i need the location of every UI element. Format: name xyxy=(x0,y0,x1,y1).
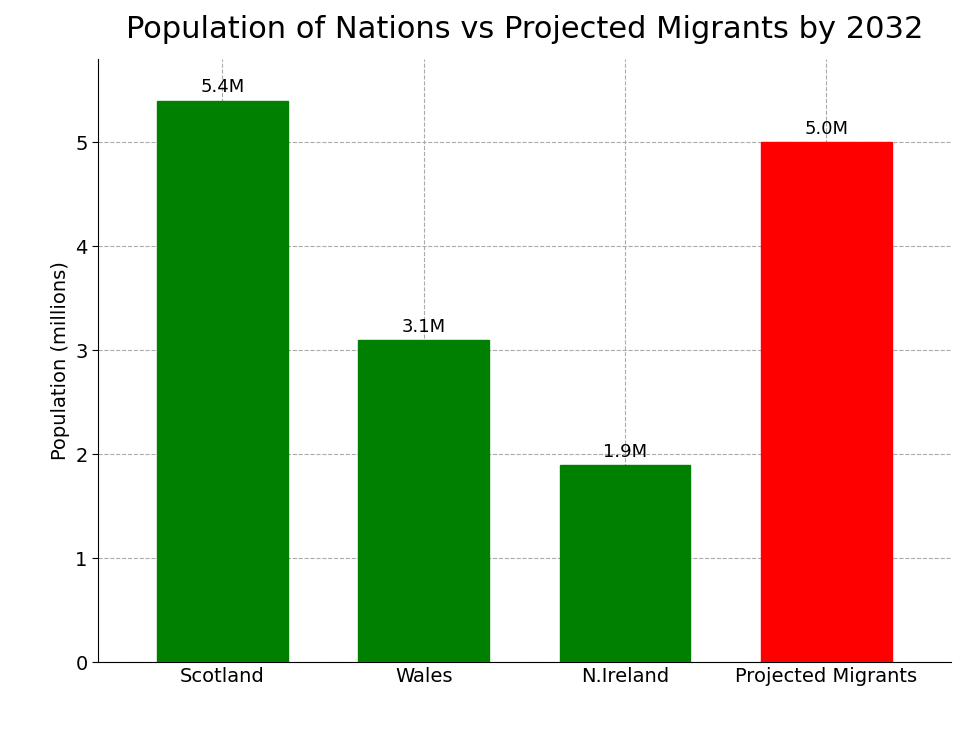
Bar xyxy=(157,101,288,662)
Text: 3.1M: 3.1M xyxy=(402,318,446,336)
Bar xyxy=(760,142,892,662)
Text: 5.4M: 5.4M xyxy=(200,78,244,96)
Title: Population of Nations vs Projected Migrants by 2032: Population of Nations vs Projected Migra… xyxy=(125,15,923,44)
Y-axis label: Population (millions): Population (millions) xyxy=(51,261,70,460)
Text: 1.9M: 1.9M xyxy=(603,442,647,461)
Bar xyxy=(358,340,489,662)
Text: 5.0M: 5.0M xyxy=(805,120,849,138)
Bar xyxy=(560,464,691,662)
